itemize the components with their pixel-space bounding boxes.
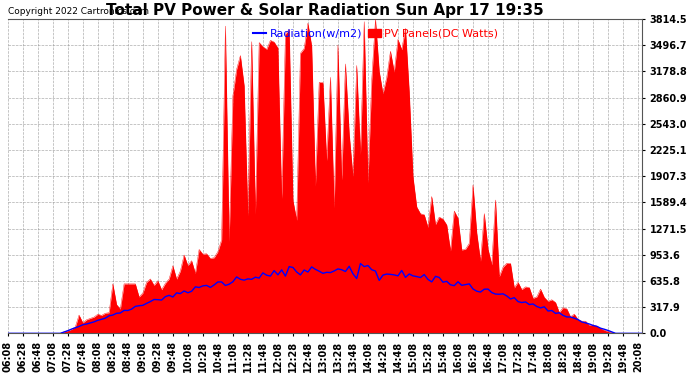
Title: Total PV Power & Solar Radiation Sun Apr 17 19:35: Total PV Power & Solar Radiation Sun Apr… bbox=[106, 3, 544, 18]
Text: Copyright 2022 Cartronics.com: Copyright 2022 Cartronics.com bbox=[8, 7, 149, 16]
Legend: Radiation(w/m2), PV Panels(DC Watts): Radiation(w/m2), PV Panels(DC Watts) bbox=[248, 24, 503, 44]
